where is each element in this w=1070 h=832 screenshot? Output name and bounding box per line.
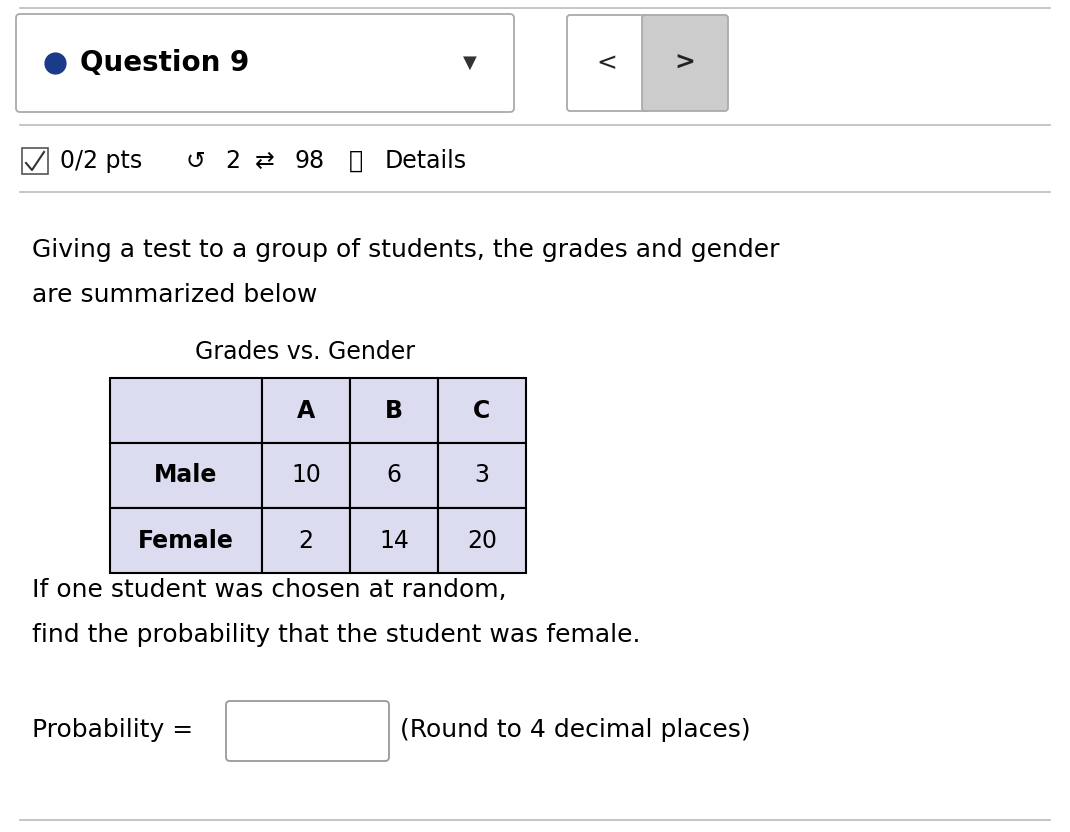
Text: Question 9: Question 9 [80,49,249,77]
Text: are summarized below: are summarized below [32,283,318,307]
Text: B: B [385,399,403,423]
FancyBboxPatch shape [642,15,728,111]
Bar [438,378,526,443]
Text: If one student was chosen at random,: If one student was chosen at random, [32,578,506,602]
Bar [110,443,262,508]
Text: >: > [674,51,696,75]
Bar [350,378,438,443]
Text: 3: 3 [474,463,489,488]
Text: 2: 2 [225,149,240,173]
FancyBboxPatch shape [567,15,648,111]
Text: 6: 6 [386,463,401,488]
Text: Female: Female [138,528,234,552]
Bar [350,508,438,573]
Text: <: < [597,51,617,75]
Text: C: C [473,399,491,423]
Bar [438,508,526,573]
Text: 14: 14 [379,528,409,552]
Text: 20: 20 [467,528,496,552]
Bar [262,508,350,573]
Text: 2: 2 [299,528,314,552]
Text: A: A [296,399,316,423]
Text: 10: 10 [291,463,321,488]
Text: Details: Details [385,149,468,173]
Text: 98: 98 [295,149,325,173]
Text: Giving a test to a group of students, the grades and gender: Giving a test to a group of students, th… [32,238,780,262]
FancyBboxPatch shape [22,148,48,174]
Text: 0/2 pts: 0/2 pts [60,149,142,173]
Text: ⓘ: ⓘ [349,149,363,173]
Bar [438,443,526,508]
Bar [350,443,438,508]
Bar [262,378,350,443]
Bar [110,378,262,443]
Text: Male: Male [154,463,217,488]
Text: find the probability that the student was female.: find the probability that the student wa… [32,623,641,647]
Text: ↺: ↺ [185,149,204,173]
Text: (Round to 4 decimal places): (Round to 4 decimal places) [400,718,751,742]
FancyBboxPatch shape [226,701,389,761]
Text: Probability =: Probability = [32,718,193,742]
Text: Grades vs. Gender: Grades vs. Gender [195,340,415,364]
Text: ▼: ▼ [463,54,477,72]
FancyBboxPatch shape [16,14,514,112]
Bar [110,508,262,573]
Bar [262,443,350,508]
Text: ⇄: ⇄ [255,149,275,173]
